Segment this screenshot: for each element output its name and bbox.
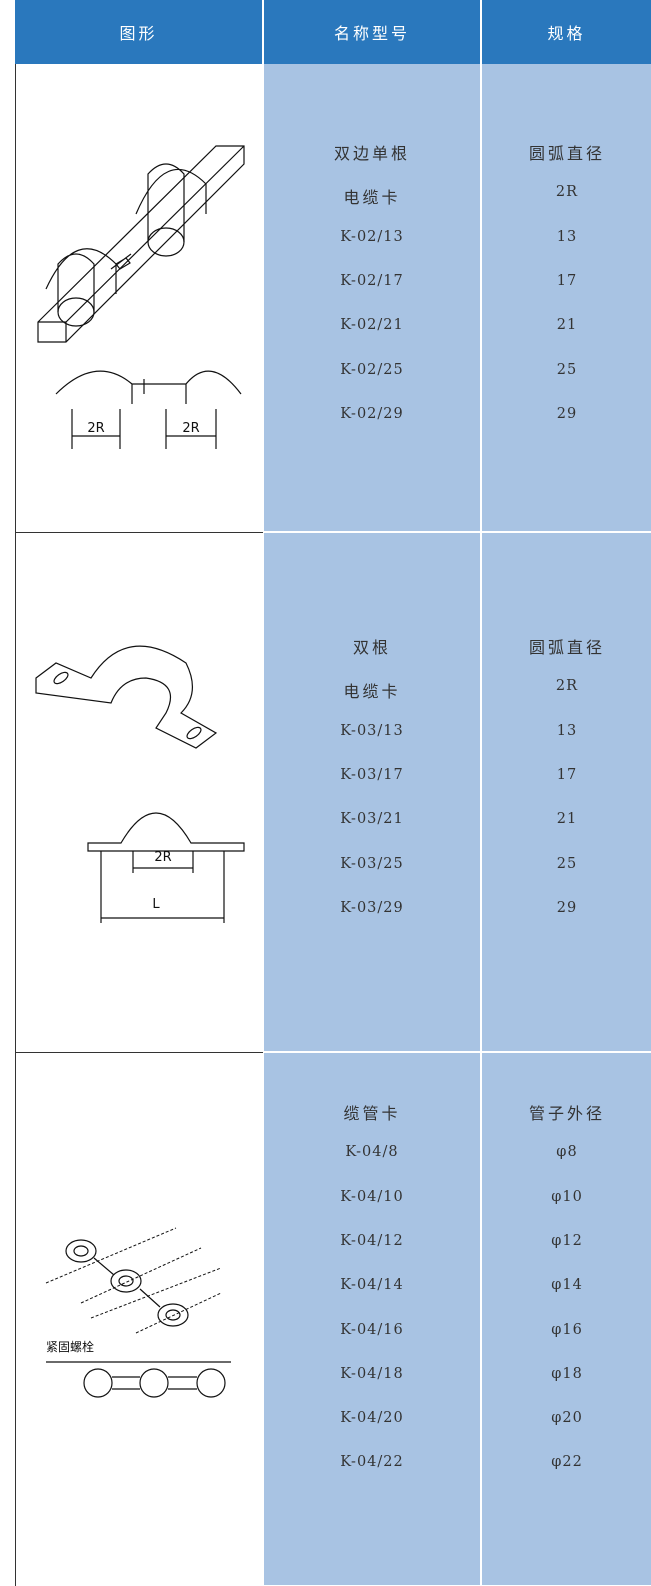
header-cell: 名称型号 [264,0,480,64]
figure-label: 紧固螺栓 [46,1339,94,1354]
left-border [15,64,16,1586]
model-name: K-02/21 [340,317,404,334]
row-divider [15,1052,263,1053]
spec-value: 13 [556,228,578,245]
spec-value: φ20 [551,1410,583,1427]
row-divider [15,532,263,533]
spec-value: φ14 [551,1277,583,1294]
model-name: 电缆卡 [343,188,401,208]
model-name: 双边单根 [333,144,410,163]
model-name: K-02/17 [340,272,404,289]
model-name: K-04/20 [340,1410,404,1427]
spec-value: 2R [555,184,579,201]
model-name: K-02/29 [340,405,404,422]
model-name: K-03/29 [340,899,404,916]
spec-value: 圆弧直径 [528,144,605,163]
figure: 2R L [35,645,245,923]
name-cell [264,533,480,1051]
spec-value: 29 [556,899,578,916]
spec-value: φ22 [551,1454,583,1471]
spec-cell [482,533,651,1051]
spec-value: φ18 [551,1365,583,1382]
spec-value: 17 [556,272,578,289]
figure: 2R 2R [37,145,245,449]
figure-label: 2R [182,421,199,436]
figure: 紧固螺栓 [45,1227,231,1398]
spec-value: φ12 [551,1232,583,1249]
model-name: 双根 [352,638,391,657]
name-cell [264,64,480,531]
model-name: K-02/25 [340,361,404,378]
model-name: K-04/16 [340,1321,404,1338]
model-name: K-04/12 [340,1232,404,1249]
spec-cell [482,64,651,531]
figure-label: 2R [154,850,171,865]
spec-value: 25 [556,361,578,378]
figure-label: 2R [87,421,104,436]
spec-value: φ16 [551,1321,583,1338]
header-cell: 规格 [482,0,651,64]
spec-value: 17 [556,766,578,783]
model-name: 缆管卡 [343,1104,401,1123]
spec-value: 管子外径 [528,1104,605,1123]
model-name: K-03/25 [340,855,404,872]
spec-value: 21 [556,811,578,828]
spec-value: 13 [556,722,578,739]
figure-label: L [152,897,160,912]
header-cell: 图形 [15,0,262,64]
model-name: K-04/14 [340,1277,404,1294]
model-name: K-04/18 [340,1365,404,1382]
model-name: K-03/17 [340,766,404,783]
name-cell [264,1053,480,1585]
spec-value: 29 [556,405,578,422]
spec-value: φ8 [556,1144,578,1161]
spec-value: 25 [556,855,578,872]
model-name: K-04/10 [340,1188,404,1205]
model-name: K-04/22 [340,1454,404,1471]
spec-value: φ10 [551,1188,583,1205]
spec-value: 圆弧直径 [528,638,605,657]
spec-value: 2R [555,678,579,695]
model-name: 电缆卡 [343,682,401,702]
model-name: K-04/8 [345,1144,399,1161]
model-name: K-03/13 [340,722,404,739]
model-name: K-02/13 [340,228,404,245]
spec-cell [482,1053,651,1585]
spec-value: 21 [556,317,578,334]
model-name: K-03/21 [340,811,404,828]
